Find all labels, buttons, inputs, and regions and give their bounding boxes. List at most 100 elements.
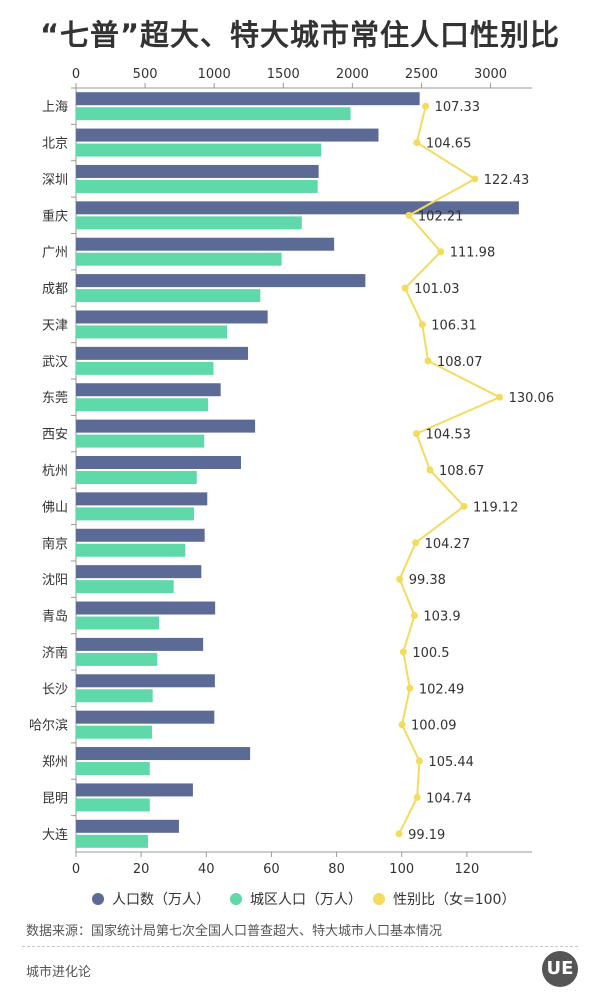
bar-urban-population xyxy=(76,216,302,230)
sex-ratio-point xyxy=(396,575,404,583)
category-label: 武汉 xyxy=(42,355,68,370)
sex-ratio-point xyxy=(410,612,418,620)
top-axis-tick-label: 2000 xyxy=(336,67,369,82)
bar-population xyxy=(76,237,335,251)
sex-ratio-point xyxy=(413,139,421,147)
bar-population xyxy=(76,310,268,324)
sex-ratio-data-label: 101.03 xyxy=(414,282,460,297)
bar-urban-population xyxy=(76,725,152,739)
bottom-axis-tick-label: 120 xyxy=(454,862,479,877)
sex-ratio-data-label: 99.19 xyxy=(408,828,445,843)
ue-logo-icon: UE xyxy=(542,951,578,987)
sex-ratio-data-label: 100.5 xyxy=(412,646,449,661)
sex-ratio-point xyxy=(415,757,423,765)
category-label: 东莞 xyxy=(42,391,68,406)
top-axis-tick-label: 1000 xyxy=(198,67,231,82)
category-label: 郑州 xyxy=(42,755,68,770)
bar-population xyxy=(76,819,179,833)
bar-population xyxy=(76,274,366,288)
bar-population xyxy=(76,346,249,360)
bar-urban-population xyxy=(76,652,158,666)
bar-urban-population xyxy=(76,289,261,303)
category-label: 成都 xyxy=(42,282,68,297)
category-label: 西安 xyxy=(42,428,68,443)
bar-population xyxy=(76,128,379,142)
sex-ratio-data-label: 108.67 xyxy=(439,464,485,479)
top-axis-tick-label: 3000 xyxy=(474,67,507,82)
sex-ratio-data-label: 104.27 xyxy=(425,537,471,552)
sex-ratio-data-label: 104.53 xyxy=(425,428,471,443)
category-label: 哈尔滨 xyxy=(29,718,68,734)
sex-ratio-data-label: 130.06 xyxy=(509,391,555,406)
bar-urban-population xyxy=(76,434,205,448)
legend-population-swatch xyxy=(92,893,104,905)
sex-ratio-data-label: 99.38 xyxy=(409,573,446,588)
legend-item-sex-ratio[interactable]: 性别比（女=100） xyxy=(373,889,515,909)
legend-urban-swatch xyxy=(230,893,242,905)
sex-ratio-data-label: 105.44 xyxy=(428,755,474,770)
category-label: 青岛 xyxy=(42,609,68,625)
bottom-axis-tick-label: 60 xyxy=(263,862,280,877)
category-label: 北京 xyxy=(42,137,68,152)
bottom-axis-tick-label: 20 xyxy=(133,862,150,877)
bar-urban-population xyxy=(76,834,148,848)
category-label: 大连 xyxy=(42,827,68,843)
category-label: 重庆 xyxy=(42,208,68,224)
category-label: 上海 xyxy=(42,100,68,115)
sex-ratio-point xyxy=(496,393,504,401)
sex-ratio-point xyxy=(413,793,421,801)
bar-urban-population xyxy=(76,107,351,121)
bottom-axis-tick-label: 100 xyxy=(389,862,414,877)
footer-divider xyxy=(22,946,578,947)
sex-ratio-data-label: 104.65 xyxy=(426,137,472,152)
brand-name: 城市进化论 xyxy=(26,965,92,980)
bar-urban-population xyxy=(76,798,150,812)
bar-population xyxy=(76,565,202,579)
sex-ratio-data-label: 103.9 xyxy=(423,610,460,625)
bar-population xyxy=(76,201,519,215)
legend-item-urban-population[interactable]: 城区人口（万人） xyxy=(230,889,362,909)
top-axis-tick-label: 2500 xyxy=(405,67,438,82)
sex-ratio-point xyxy=(406,684,414,692)
bar-population xyxy=(76,92,420,106)
bottom-axis-tick-label: 40 xyxy=(198,862,215,877)
bar-urban-population xyxy=(76,689,153,703)
sex-ratio-point xyxy=(422,102,430,110)
bar-population xyxy=(76,383,221,397)
legend-urban-label: 城区人口（万人） xyxy=(250,892,362,908)
sex-ratio-data-label: 102.21 xyxy=(418,209,464,224)
chart-title: “七普”超大、特大城市常住人口性别比 xyxy=(39,18,561,52)
sex-ratio-point xyxy=(426,466,434,474)
bar-urban-population xyxy=(76,507,195,521)
category-label: 佛山 xyxy=(42,500,68,515)
sex-ratio-point xyxy=(437,248,445,256)
sex-ratio-point xyxy=(471,175,479,183)
sex-ratio-data-label: 104.74 xyxy=(426,791,472,806)
legend-sex-ratio-label: 性别比（女=100） xyxy=(393,892,516,908)
category-label: 南京 xyxy=(42,536,68,552)
bottom-axis-tick-label: 0 xyxy=(72,862,80,877)
top-axis-tick-label: 500 xyxy=(133,67,158,82)
category-label: 长沙 xyxy=(42,682,68,697)
top-axis-tick-label: 0 xyxy=(72,67,80,82)
bar-urban-population xyxy=(76,580,174,594)
category-label: 济南 xyxy=(42,645,68,661)
bar-urban-population xyxy=(76,143,322,157)
category-label: 昆明 xyxy=(42,791,68,806)
sex-ratio-point xyxy=(412,539,420,547)
legend-population-label: 人口数（万人） xyxy=(112,892,210,908)
bar-urban-population xyxy=(76,398,209,412)
bar-urban-population xyxy=(76,179,318,193)
category-label: 杭州 xyxy=(42,464,68,479)
sex-ratio-data-label: 119.12 xyxy=(473,500,519,515)
category-label: 广州 xyxy=(42,246,68,261)
bar-population xyxy=(76,783,193,797)
bar-population xyxy=(76,637,204,651)
sex-ratio-data-label: 100.09 xyxy=(411,719,457,734)
bar-urban-population xyxy=(76,325,228,339)
legend-item-population[interactable]: 人口数（万人） xyxy=(92,889,210,909)
category-label: 深圳 xyxy=(42,173,68,188)
sex-ratio-data-label: 122.43 xyxy=(484,173,529,188)
bar-population xyxy=(76,528,205,542)
bar-urban-population xyxy=(76,252,282,266)
